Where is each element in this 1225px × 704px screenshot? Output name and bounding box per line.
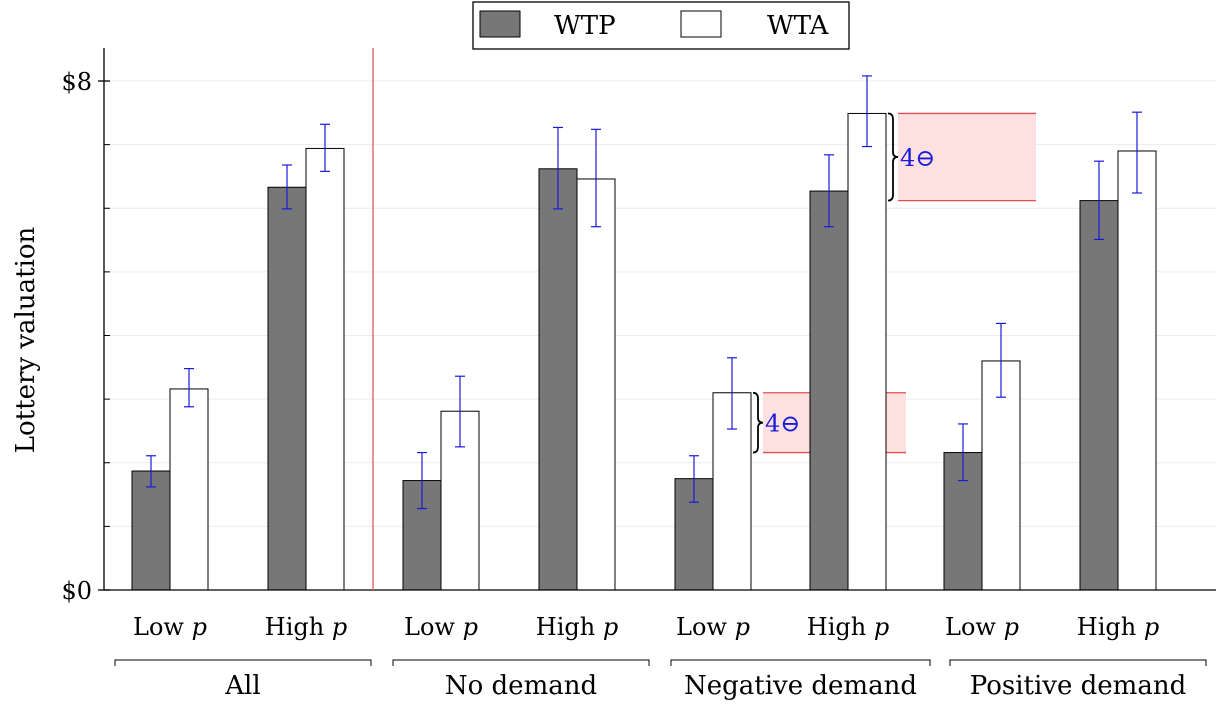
error-bar-wtp [689,455,699,503]
bar-wtp [538,168,578,591]
group-bracket [670,659,931,666]
bars [131,112,1157,591]
error-bar-wta [320,123,330,172]
annotation-label: 4⊖ [765,410,800,438]
annotation-brace [752,391,764,454]
category-label: Low p [945,613,1019,641]
group-bracket [949,659,1207,666]
category-label: High p [265,613,347,641]
error-bar-wtp [417,451,427,510]
axis-labels: Lottery valuation $0 $8 Low p High p All Low … [11,68,1207,701]
category-label: High p [807,613,889,641]
bar-wta [305,147,345,591]
error-bar-wtp [1094,160,1104,241]
annotation-band [898,113,1036,201]
category-label: High p [1077,613,1159,641]
error-bar-wtp [146,455,156,488]
legend-label-wta: WTA [767,11,830,41]
error-bar-wta [1132,111,1142,194]
legend-swatch-wta [680,10,722,38]
bar-wta [1117,150,1157,591]
error-bar-wta [455,375,465,448]
group-label: Negative demand [684,671,917,701]
category-label: Low p [133,613,207,641]
category-label: High p [536,613,618,641]
legend-swatch-wtp [479,10,521,38]
category-label: Low p [676,613,750,641]
error-bar-wta [184,367,194,408]
error-bar-wta [862,75,872,148]
legend: WTP WTA [472,1,850,50]
bar-wta [576,178,616,591]
bar-wta [169,388,209,591]
bar-wtp [267,186,307,591]
group-label: No demand [445,671,597,701]
error-bars: 4⊖ 4⊖ [146,75,1142,510]
annotation-label: 4⊖ [900,144,935,172]
error-bar-wtp [824,154,834,228]
bar-wta [847,112,887,591]
error-bar-wta [996,322,1006,398]
y-axis-label: Lottery valuation [11,226,41,453]
error-bar-wta [727,357,737,430]
bar-wtp [1079,200,1119,591]
axes [103,48,1216,591]
y-tick-label: $0 [61,577,92,605]
bar-wtp [131,470,171,591]
error-bar-wta [591,128,601,228]
legend-frame [472,1,850,50]
category-label: Low p [404,613,478,641]
annotation-brace [887,112,899,202]
y-tick-label: $8 [61,68,92,96]
bar-wta [981,360,1021,591]
group-label: Positive demand [970,671,1186,701]
error-bar-wtp [553,126,563,210]
error-bar-wtp [958,423,968,482]
group-label: All [224,671,260,701]
group-bracket [392,659,650,666]
legend-label-wtp: WTP [554,11,616,41]
group-bracket [114,659,372,666]
bar-wtp [809,190,849,591]
error-bar-wtp [282,164,292,210]
